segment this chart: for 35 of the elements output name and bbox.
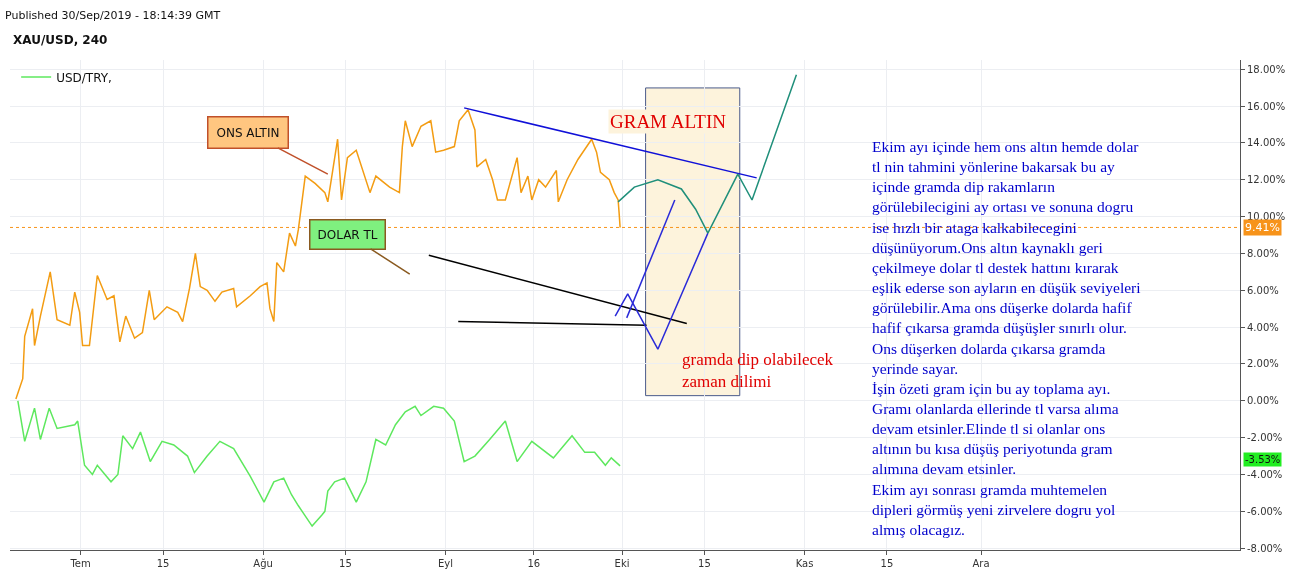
legend-label: USD/TRY,: [56, 70, 112, 85]
x-tick-label: 15: [880, 558, 894, 569]
x-tick-label: Ağu: [253, 558, 273, 569]
y-tick-label: 0.00%: [1247, 395, 1279, 407]
y-tick-label: 10.00%: [1247, 211, 1286, 223]
x-tick-label: 15: [156, 558, 170, 569]
x-tick-label: Kas: [795, 558, 814, 569]
text: -3.53%: [1245, 454, 1281, 465]
y-tick-label: 2.00%: [1247, 358, 1279, 370]
x-tick-label: 15: [698, 558, 711, 569]
annotation: GRAM ALTIN: [610, 111, 727, 132]
y-tick-label: -2.00%: [1247, 432, 1283, 444]
y-tick-label: 8.00%: [1247, 247, 1279, 259]
y-tick-label: 16.00%: [1247, 100, 1286, 112]
x-tick-label: 16: [527, 558, 541, 569]
text: Published 30/Sep/2019 - 18:14:39 GMT: [5, 9, 221, 22]
y-tick-label: 4.00%: [1247, 321, 1279, 333]
annotation: ONS ALTIN: [216, 125, 280, 140]
x-tick-label: 15: [339, 558, 352, 569]
x-tick-label: Tem: [69, 558, 91, 569]
y-tick-label: 6.00%: [1247, 284, 1279, 296]
text: Ekim ayı içinde hem ons altın hemde dolar tl nin tahmini yönlerine bakarsak bu ay içinde gramda dip rakamların görülebilecigini ay ortası ve sonuna dogru ise hızlı bir ataga kalkabilecegini düşünüyorum.Ons altın kaynaklı geri çekilmeye dolar tl destek hattını kırarak eşlik ederse son ayların en düşük seviyeleri görülebilir.Ama ons düşerke dolarda hafif hafif çıkarsa gramda düşüşler sınırlı olur. Ons düşerken dolarda çıkarsa gramda yerinde sayar. İşin özeti gram için bu ay toplama ayı. Gramı olanlarda ellerinde tl varsa alıma devam etsinler.Elinde tl si olanlar ons altının bu kısa düşüş periyotunda gram alımına devam etsinler. Ekim ayı sonrası gramda muhtemelen dipleri görmüş yeni zirvelere dogru yol almış olacagız.: [872, 138, 1141, 538]
y-tick-label: 14.00%: [1247, 137, 1286, 149]
y-tick-label: 12.00%: [1247, 174, 1286, 186]
y-tick-label: 18.00%: [1247, 63, 1286, 75]
x-tick-label: Eki: [614, 558, 630, 569]
chart-title: XAU/USD, 240: [12, 33, 108, 48]
y-tick-label: -8.00%: [1247, 542, 1283, 554]
annotation: DOLAR TL: [317, 227, 378, 242]
x-tick-label: Eyl: [437, 558, 454, 569]
band-label: gramda dip olabilecek zaman dilimi: [682, 350, 834, 392]
y-tick-label: -6.00%: [1247, 505, 1283, 517]
ref-line-label: 9.41%: [1245, 221, 1280, 234]
y-tick-label: -4.00%: [1247, 468, 1283, 480]
x-tick-label: Ara: [972, 558, 990, 569]
